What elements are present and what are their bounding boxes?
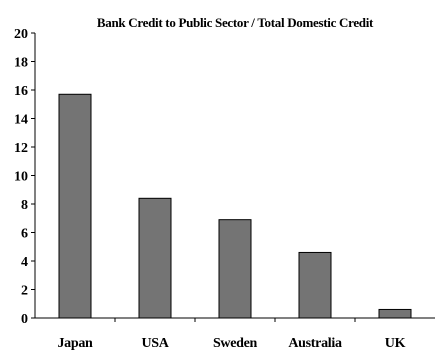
y-tick-label: 20 — [14, 27, 28, 42]
y-tick-label: 8 — [21, 198, 28, 213]
y-tick-label: 18 — [14, 56, 28, 71]
y-tick-label: 16 — [14, 84, 28, 99]
x-axis-labels: Japan USA Sweden Australia UK — [57, 336, 405, 351]
bar-uk — [378, 308, 412, 319]
x-category-label: Japan — [57, 336, 93, 351]
bars — [58, 93, 412, 319]
bar-australia — [298, 251, 332, 319]
y-tick-label: 4 — [21, 255, 28, 270]
y-tick-label: 6 — [21, 227, 28, 242]
y-tick-label: 0 — [21, 312, 28, 327]
y-tick-label: 14 — [14, 113, 28, 128]
x-category-label: UK — [385, 336, 406, 351]
y-tick-label: 2 — [21, 284, 28, 299]
bar-sweden — [218, 219, 252, 319]
y-axis-ticks: 0 2 4 6 8 10 12 14 16 18 20 — [14, 27, 356, 327]
chart-title: Bank Credit to Public Sector / Total Dom… — [97, 15, 374, 30]
y-tick-label: 12 — [14, 141, 28, 156]
x-category-label: USA — [141, 336, 169, 351]
x-category-label: Sweden — [213, 336, 258, 351]
bar-japan — [58, 93, 92, 319]
bar-usa — [138, 197, 172, 319]
x-category-label: Australia — [288, 336, 342, 351]
y-tick-label: 10 — [14, 170, 28, 185]
